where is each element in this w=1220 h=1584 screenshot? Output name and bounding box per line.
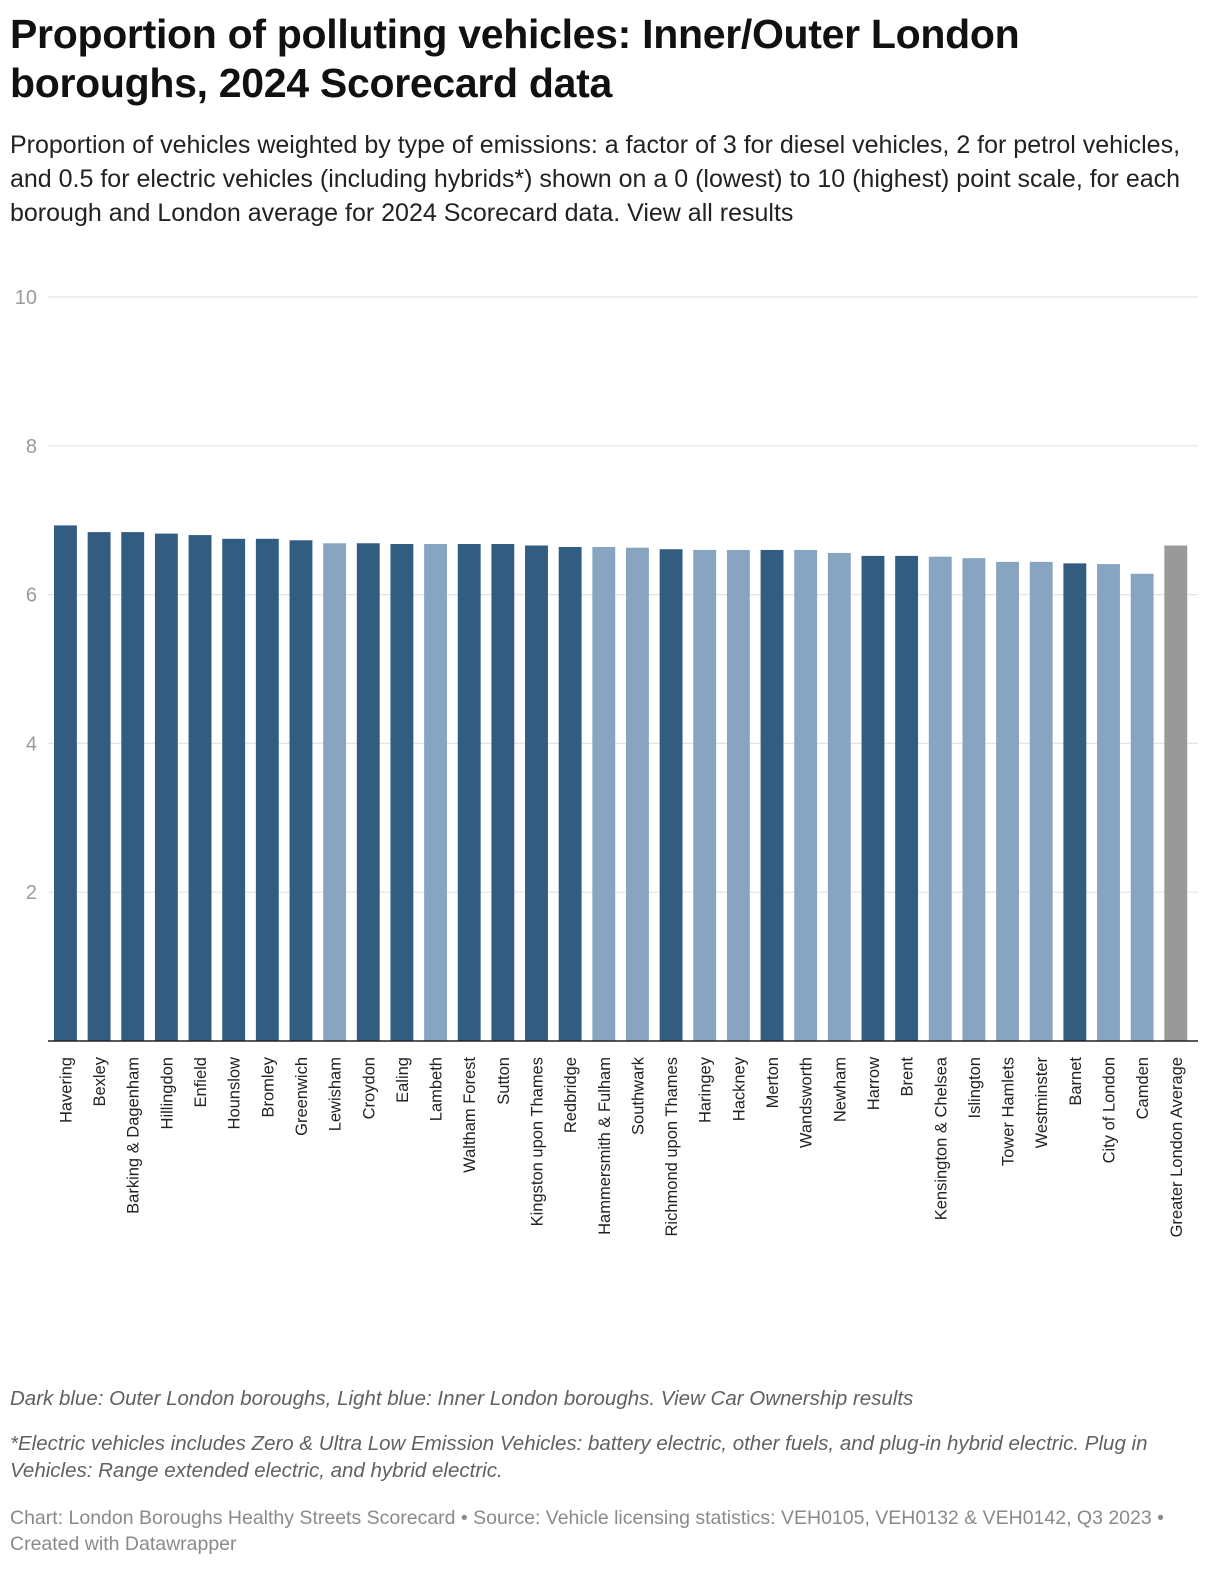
x-category-label: Haringey: [697, 1056, 715, 1123]
x-category-label: Harrow: [865, 1057, 883, 1110]
x-category-label: Kingston upon Thames: [529, 1057, 547, 1226]
bar: City of London: 6.41: [1097, 564, 1120, 1041]
bar: Sutton: 6.68: [491, 544, 515, 1041]
x-category-label: Havering: [57, 1057, 75, 1123]
x-category-label: Brent: [899, 1057, 917, 1097]
bar: Barking & Dagenham: 6.84: [121, 532, 145, 1041]
x-category-label: Kensington & Chelsea: [932, 1056, 950, 1220]
bar: Islington: 6.49: [962, 558, 986, 1041]
legend-note: Dark blue: Outer London boroughs, Light …: [10, 1387, 914, 1410]
bar: Enfield: 6.8: [188, 535, 212, 1041]
electric-vehicles-footnote: *Electric vehicles includes Zero & Ultra…: [10, 1432, 1148, 1482]
x-category-label: Hillingdon: [158, 1057, 176, 1129]
source-credit: Chart: London Boroughs Healthy Streets S…: [10, 1507, 1164, 1555]
x-category-label: Barnet: [1067, 1057, 1085, 1106]
bar: Westminster: 6.44: [1029, 561, 1053, 1041]
x-category-label: Lambeth: [428, 1057, 446, 1121]
chart-subtitle: Proportion of vehicles weighted by type …: [10, 131, 1181, 227]
x-category-label: Tower Hamlets: [1000, 1057, 1018, 1166]
x-category-label: Richmond upon Thames: [663, 1057, 681, 1236]
bar: Kensington & Chelsea: 6.51: [928, 556, 952, 1041]
y-tick-label: 10: [15, 287, 37, 309]
bar: Bromley: 6.75: [255, 538, 279, 1041]
bar: Richmond upon Thames: 6.61: [659, 549, 683, 1041]
bar: Barnet: 6.42: [1063, 563, 1087, 1041]
bar: Hounslow: 6.75: [222, 538, 246, 1041]
bar: Hillingdon: 6.82: [154, 533, 178, 1041]
x-category-label: Barking & Dagenham: [125, 1057, 143, 1214]
x-category-label: Bromley: [259, 1056, 277, 1117]
x-category-label: Lewisham: [327, 1057, 345, 1131]
x-category-label: Wandsworth: [798, 1057, 816, 1148]
bar: Havering: 6.93: [54, 525, 77, 1041]
x-category-label: Merton: [764, 1057, 782, 1108]
x-category-label: City of London: [1101, 1057, 1119, 1163]
x-category-label: Bexley: [91, 1056, 109, 1106]
y-tick-label: 4: [26, 733, 37, 755]
x-category-label: Hackney: [730, 1056, 748, 1121]
bar: Redbridge: 6.64: [558, 546, 582, 1041]
bar: Camden: 6.28: [1130, 573, 1154, 1041]
bar: Newham: 6.56: [827, 552, 851, 1041]
bar: Tower Hamlets: 6.44: [996, 561, 1019, 1041]
bar: Croydon: 6.69: [356, 543, 380, 1041]
x-category-label: Hounslow: [226, 1057, 244, 1130]
category-labels: Havering Bexley Barking & Dagenham Hillingd…: [57, 1056, 1185, 1237]
x-category-label: Greenwich: [293, 1057, 311, 1136]
y-tick-label: 6: [26, 585, 37, 607]
bar-chart: 2 4 6 8 10 Havering: 6.93 Bexley: 6.84 Barking…: [15, 287, 1198, 1237]
x-category-label: Hammersmith & Fulham: [596, 1057, 614, 1235]
bar: Lambeth: 6.68: [424, 544, 447, 1041]
y-tick-label: 2: [26, 882, 37, 904]
x-category-label: Newham: [831, 1057, 849, 1122]
bar: Greenwich: 6.73: [289, 540, 313, 1041]
bar: Merton: 6.6: [760, 549, 784, 1041]
bar: Brent: 6.52: [895, 555, 919, 1041]
bar: Kingston upon Thames: 6.66: [525, 545, 548, 1041]
bar: Harrow: 6.52: [861, 555, 885, 1041]
x-category-label: Enfield: [192, 1057, 210, 1107]
bar: Bexley: 6.84: [87, 532, 111, 1041]
bars: Havering: 6.93 Bexley: 6.84 Barking & Dage…: [54, 525, 1188, 1041]
x-category-label: Croydon: [360, 1057, 378, 1119]
x-category-label: Greater London Average: [1168, 1057, 1186, 1237]
x-category-label: Southwark: [629, 1056, 647, 1135]
bar: Wandsworth: 6.6: [794, 549, 818, 1041]
y-tick-label: 8: [26, 436, 37, 458]
bar: Hackney: 6.6: [726, 549, 750, 1041]
bar: Ealing: 6.68: [390, 544, 414, 1041]
bar: Haringey: 6.6: [693, 549, 717, 1041]
x-category-label: Islington: [966, 1057, 984, 1118]
x-category-label: Redbridge: [562, 1057, 580, 1133]
bar: Hammersmith & Fulham: 6.64: [592, 546, 616, 1041]
x-category-label: Camden: [1134, 1057, 1152, 1119]
x-category-label: Waltham Forest: [461, 1057, 479, 1173]
x-category-label: Sutton: [495, 1057, 513, 1105]
chart-title: Proportion of polluting vehicles: Inner/…: [10, 11, 1020, 106]
x-category-label: Westminster: [1033, 1057, 1051, 1149]
bar: Waltham Forest: 6.68: [457, 544, 481, 1041]
bar: Southwark: 6.63: [626, 547, 649, 1041]
bar: Lewisham: 6.69: [323, 543, 347, 1041]
bar: Greater London Average: 6.66: [1164, 545, 1188, 1041]
x-category-label: Ealing: [394, 1057, 412, 1103]
chart-notes: Dark blue: Outer London boroughs, Light …: [10, 1385, 1205, 1484]
